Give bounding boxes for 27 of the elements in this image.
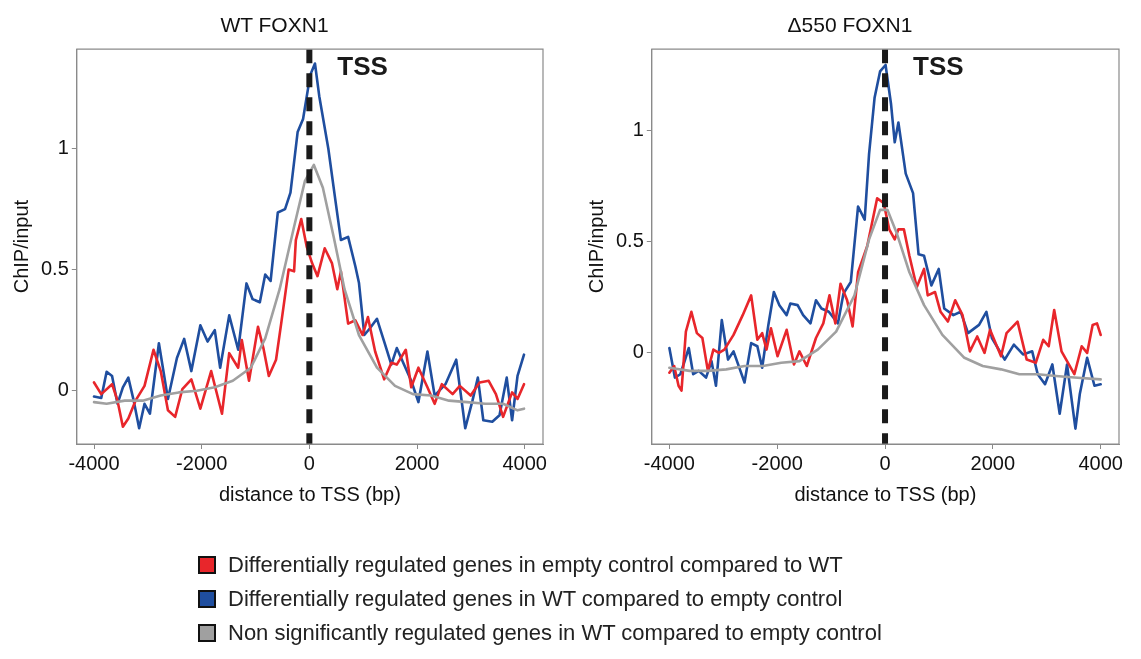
y-tick-label: 0: [632, 340, 644, 363]
legend-label: Differentially regulated genes in empty control compared to WT: [228, 552, 843, 578]
y-tick-label: 0.5: [615, 229, 644, 252]
chart-title: WT FOXN1: [220, 13, 329, 37]
legend-label: Differentially regulated genes in WT compared to empty control: [228, 586, 843, 612]
x-tick-label: 0: [879, 451, 891, 474]
y-tick-label: 0.5: [40, 257, 69, 280]
chart-title: Δ550 FOXN1: [787, 13, 913, 37]
x-axis-title: distance to TSS (bp): [218, 482, 401, 505]
y-tick-label: 1: [57, 136, 69, 159]
y-axis-title: ChIP/input: [584, 199, 607, 294]
x-tick-label: -2000: [176, 451, 228, 474]
x-tick-label: 4000: [502, 451, 547, 474]
y-axis-title: ChIP/input: [9, 199, 32, 294]
y-tick-label: 0: [57, 378, 69, 401]
x-tick-label: 4000: [1078, 451, 1123, 474]
x-tick-label: -4000: [68, 451, 120, 474]
x-tick-label: -2000: [751, 451, 803, 474]
ref-line-label: TSS: [913, 51, 964, 82]
x-tick-label: 2000: [970, 451, 1016, 474]
x-tick-label: -4000: [643, 451, 695, 474]
y-tick-label: 1: [632, 118, 644, 141]
x-tick-label: 0: [303, 451, 315, 474]
ref-line-label: TSS: [337, 51, 388, 82]
x-axis-title: distance to TSS (bp): [794, 482, 977, 505]
x-tick-label: 2000: [394, 451, 440, 474]
legend-label: Non significantly regulated genes in WT compared to empty control: [228, 620, 882, 646]
